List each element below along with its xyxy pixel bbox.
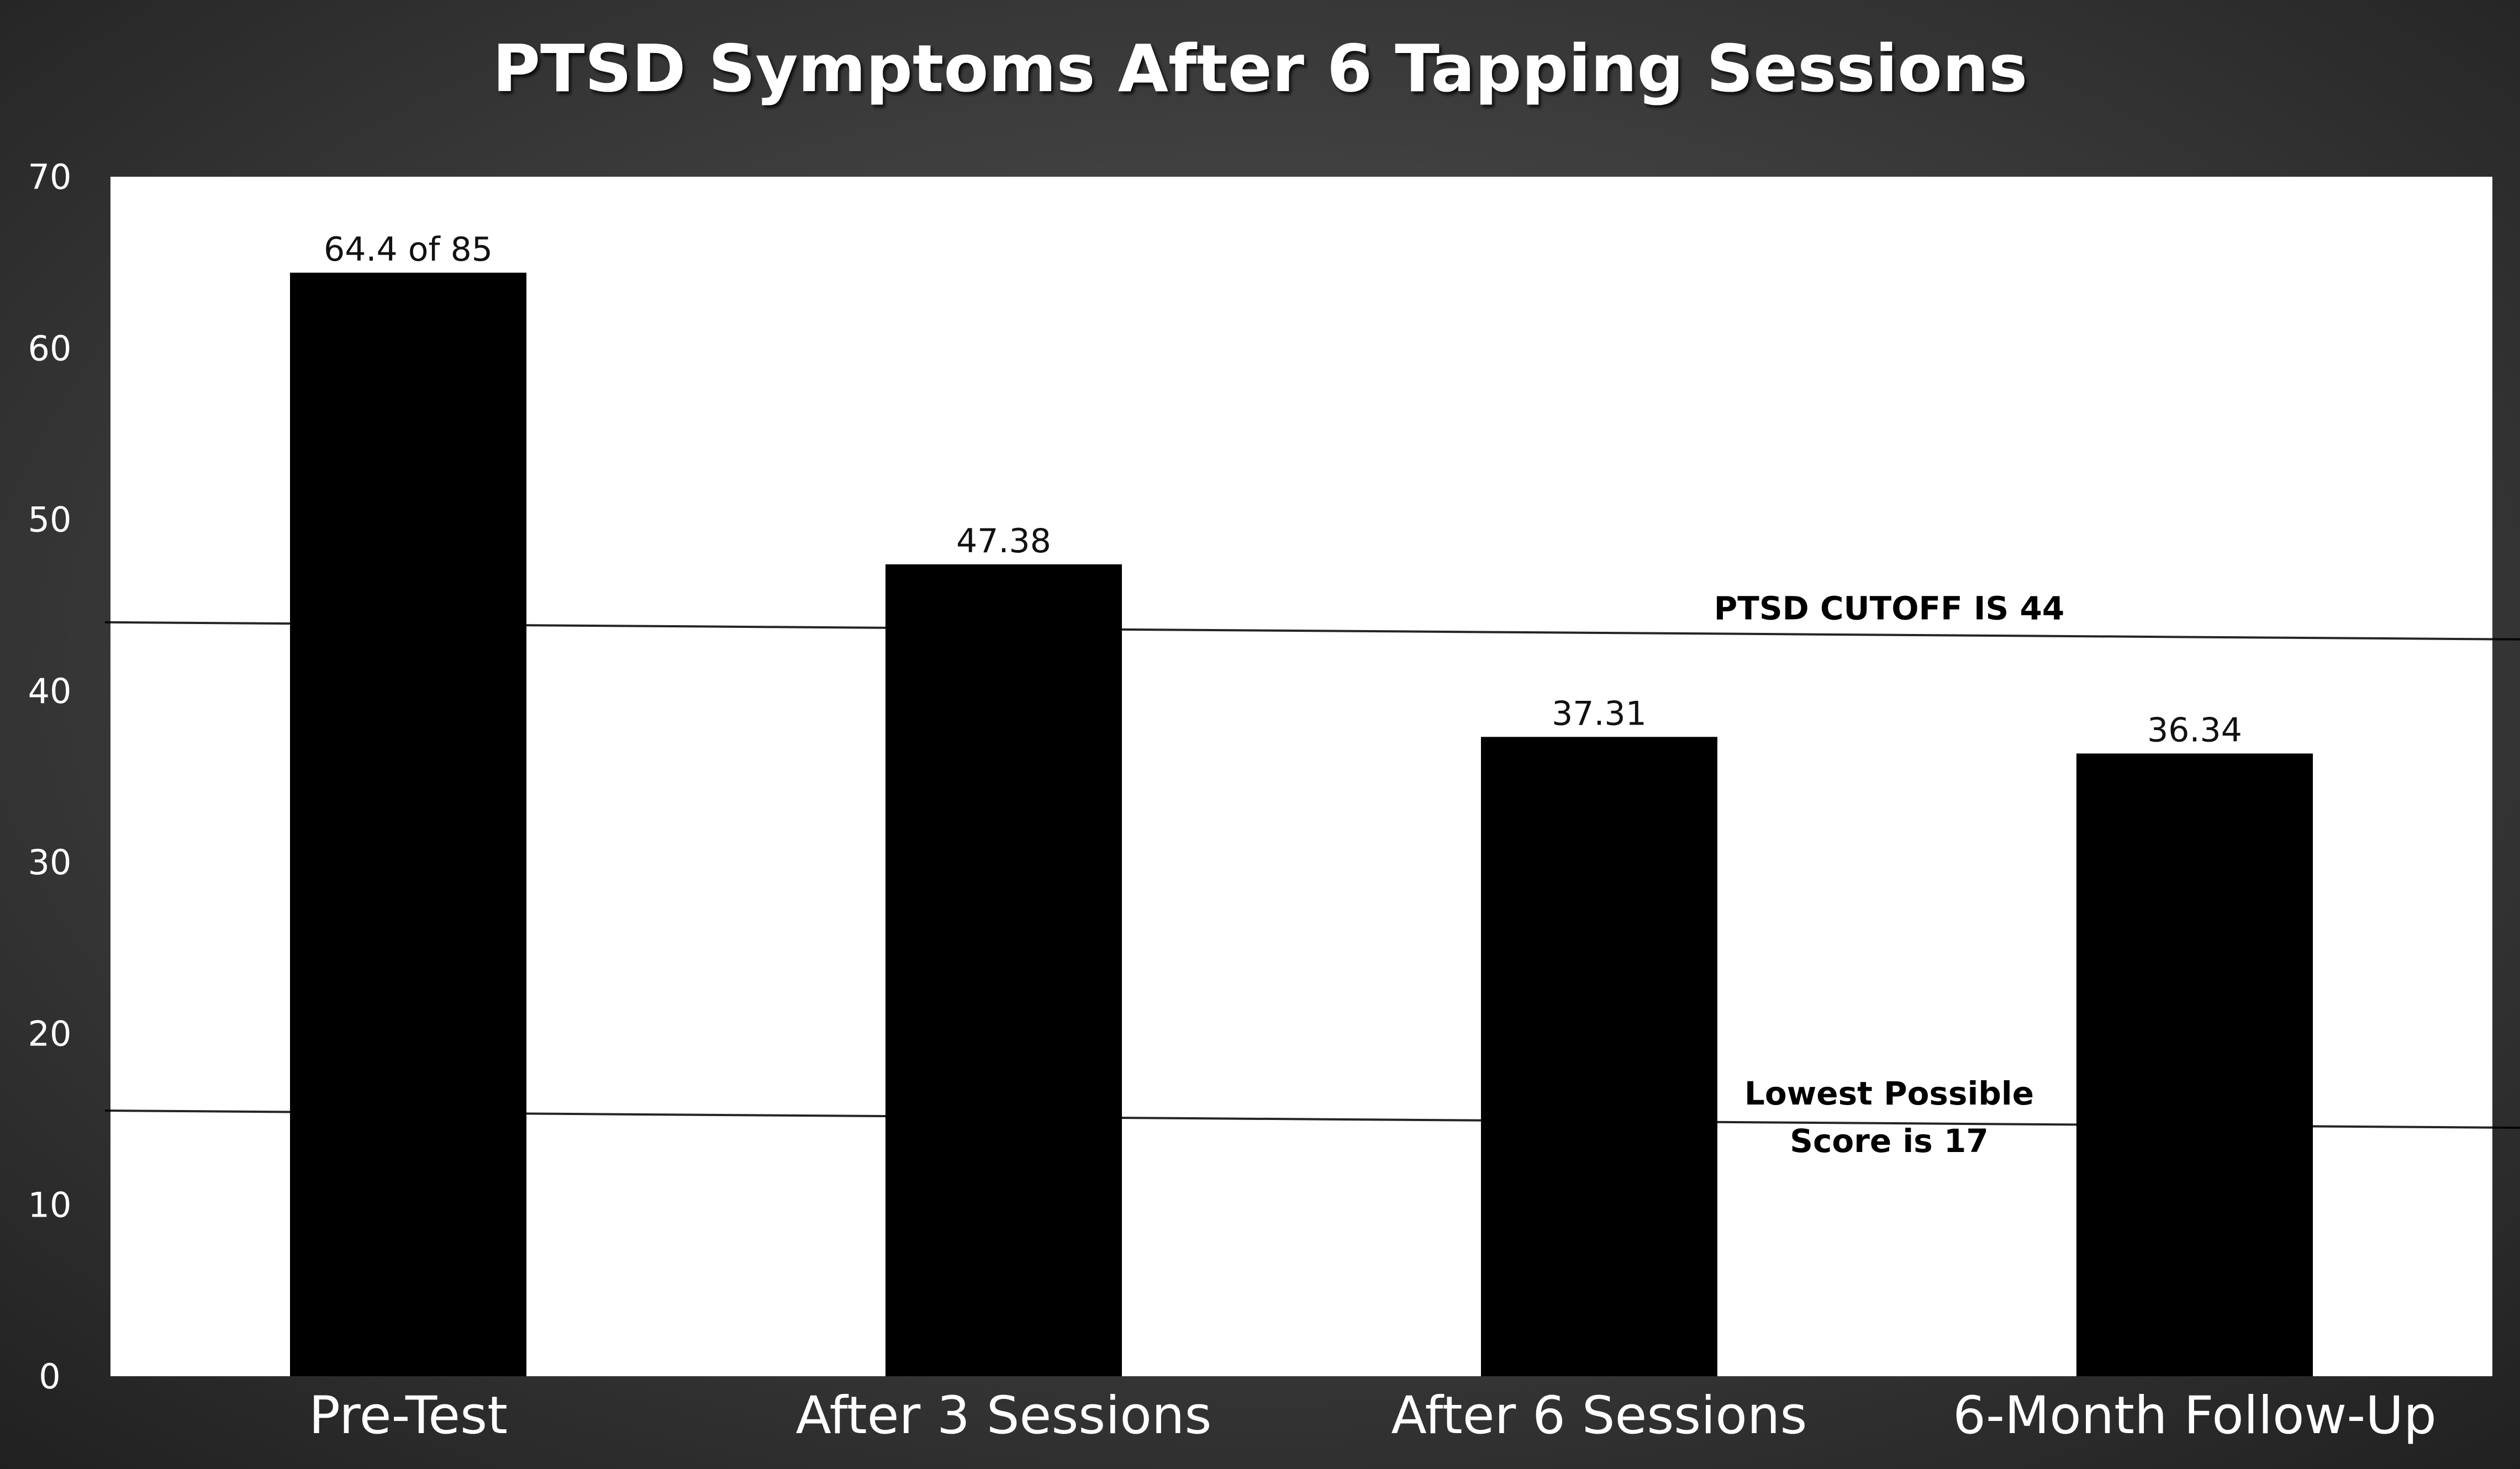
x-tick-label: After 3 Sessions <box>796 1386 1212 1446</box>
y-tick-label: 60 <box>28 328 72 368</box>
data-label: 47.38 <box>956 522 1051 561</box>
y-tick-label: 50 <box>28 500 72 540</box>
bar <box>290 272 526 1376</box>
reference-line-label: Lowest Possible <box>1744 1075 2034 1112</box>
x-tick-label: 6-Month Follow-Up <box>1953 1386 2436 1446</box>
data-label: 36.34 <box>2147 711 2242 749</box>
reference-lines: PTSD CUTOFF IS 44 Lowest Possible Score is… <box>104 590 2520 1160</box>
x-axis: Pre-Test After 3 Sessions After 6 Sessions… <box>309 1386 2437 1446</box>
y-tick-label: 10 <box>28 1185 72 1225</box>
x-tick-label: After 6 Sessions <box>1391 1386 1807 1446</box>
y-tick-label: 20 <box>28 1013 72 1054</box>
reference-line <box>104 621 2520 641</box>
data-label: 64.4 of 85 <box>324 230 493 269</box>
bars <box>290 272 2313 1377</box>
reference-line <box>104 1109 2520 1129</box>
bar <box>885 564 1122 1377</box>
y-tick-label: 70 <box>28 157 72 197</box>
reference-line-label: PTSD CUTOFF IS 44 <box>1714 590 2064 627</box>
reference-line-label: Score is 17 <box>1790 1122 1988 1160</box>
chart-title: PTSD Symptoms After 6 Tapping Sessions <box>493 30 2028 107</box>
y-tick-label: 30 <box>28 842 72 883</box>
y-tick-label: 0 <box>39 1356 60 1397</box>
data-label: 37.31 <box>1552 694 1647 733</box>
y-axis: 0 10 20 30 40 50 60 70 <box>28 157 72 1397</box>
y-tick-label: 40 <box>28 671 72 711</box>
data-labels: 64.4 of 85 47.38 37.31 36.34 <box>324 230 2242 750</box>
bar <box>1481 737 1717 1376</box>
bar <box>2076 753 2313 1376</box>
x-tick-label: Pre-Test <box>309 1386 508 1446</box>
